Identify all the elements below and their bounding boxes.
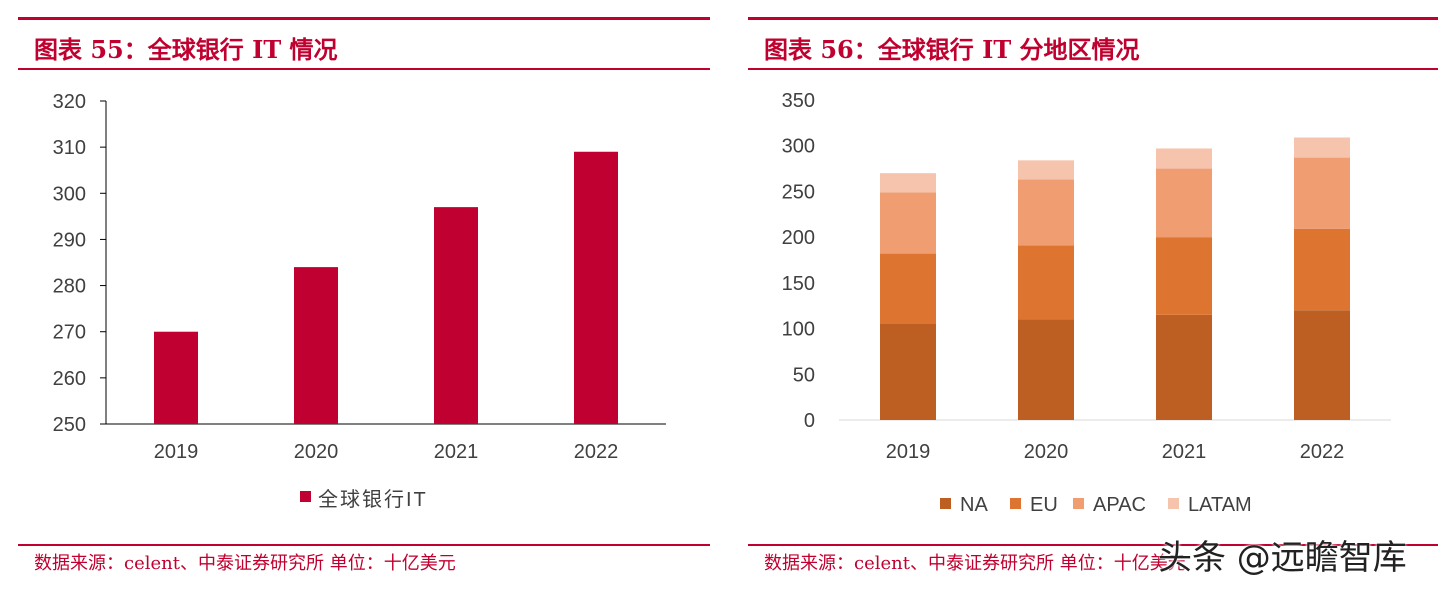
- legend-swatch-NA: [940, 498, 951, 509]
- y-tick-label: 250: [782, 181, 815, 203]
- bar-segment-EU-2020: [1018, 245, 1074, 320]
- x-tick-label: 2021: [434, 441, 479, 463]
- chart-title: 图表 55：全球银行 IT 情况: [34, 35, 338, 64]
- y-tick-label: 310: [53, 137, 86, 159]
- bar-segment-EU-2021: [1156, 237, 1212, 315]
- y-tick-label: 290: [53, 229, 86, 251]
- x-tick-label: 2021: [1162, 441, 1207, 463]
- bar-segment-NA-2019: [880, 324, 936, 420]
- bar-segment-EU-2019: [880, 253, 936, 324]
- x-tick-label: 2022: [1300, 441, 1345, 463]
- top-rule: [18, 17, 710, 20]
- legend-label: 全球银行IT: [318, 488, 428, 511]
- bar-segment-NA-2022: [1294, 310, 1350, 420]
- y-tick-label: 320: [53, 91, 86, 113]
- bar-2020: [294, 267, 338, 424]
- bar-segment-NA-2021: [1156, 314, 1212, 420]
- bar-segment-LATAM-2022: [1294, 137, 1350, 158]
- bar-segment-EU-2022: [1294, 228, 1350, 311]
- x-tick-label: 2020: [294, 441, 339, 463]
- y-tick-label: 300: [782, 136, 815, 158]
- legend-label: EU: [1030, 494, 1058, 516]
- bar-segment-APAC-2020: [1018, 179, 1074, 246]
- y-tick-label: 280: [53, 276, 86, 298]
- legend-swatch: [300, 491, 311, 502]
- bottom-rule: [18, 544, 710, 546]
- left-panel: 图表 55：全球银行 IT 情况 250 260 270 280 290 300 310 32…: [18, 0, 710, 591]
- y-tick-label: 260: [53, 368, 86, 390]
- y-tick-label: 250: [53, 414, 86, 436]
- y-tick-label: 0: [804, 410, 815, 432]
- bar-segment-APAC-2019: [880, 192, 936, 254]
- y-tick-label: 270: [53, 322, 86, 344]
- x-tick-label: 2020: [1024, 441, 1069, 463]
- legend-swatch-EU: [1010, 498, 1021, 509]
- title-rule: [748, 68, 1438, 70]
- bar-2019: [154, 331, 198, 424]
- bar-segment-APAC-2021: [1156, 168, 1212, 238]
- top-rule: [748, 17, 1438, 20]
- bar-segment-LATAM-2021: [1156, 148, 1212, 169]
- legend-label: LATAM: [1188, 494, 1252, 516]
- bar-2022: [574, 151, 618, 424]
- source-note: 数据来源：celent、中泰证券研究所 单位：十亿美元: [764, 553, 1186, 574]
- legend-swatch-APAC: [1073, 498, 1084, 509]
- legend-label: APAC: [1093, 494, 1146, 516]
- title-rule: [18, 68, 710, 70]
- x-tick-label: 2022: [574, 441, 619, 463]
- right-panel: 图表 56：全球银行 IT 分地区情况 0 50 100 150 200 250 300 35…: [748, 0, 1438, 591]
- legend-swatch-LATAM: [1168, 498, 1179, 509]
- y-tick-label: 300: [53, 183, 86, 205]
- y-tick-label: 150: [782, 273, 815, 295]
- watermark-logo: 头条 @远瞻智库: [1158, 538, 1407, 578]
- y-tick-label: 350: [782, 90, 815, 112]
- bar-segment-APAC-2022: [1294, 157, 1350, 229]
- legend-label: NA: [960, 494, 988, 516]
- x-tick-label: 2019: [154, 441, 199, 463]
- x-tick-label: 2019: [886, 441, 931, 463]
- y-tick-label: 100: [782, 319, 815, 341]
- bar-segment-LATAM-2019: [880, 173, 936, 193]
- bar-segment-LATAM-2020: [1018, 160, 1074, 180]
- bank-it-region-stacked-chart: 0 50 100 150 200 250 300 350 2019 2020 2021 2022 NA E…: [782, 90, 1391, 516]
- bar-2021: [434, 207, 478, 424]
- source-note: 数据来源：celent、中泰证券研究所 单位：十亿美元: [34, 553, 456, 574]
- bank-it-bar-chart: 250 260 270 280 290 300 310 320 2019 2020 2021 2022…: [53, 91, 666, 511]
- bar-segment-NA-2020: [1018, 319, 1074, 420]
- bottom-rule: [748, 544, 1438, 546]
- y-tick-label: 50: [793, 364, 815, 386]
- y-tick-label: 200: [782, 227, 815, 249]
- chart-title: 图表 56：全球银行 IT 分地区情况: [764, 35, 1140, 64]
